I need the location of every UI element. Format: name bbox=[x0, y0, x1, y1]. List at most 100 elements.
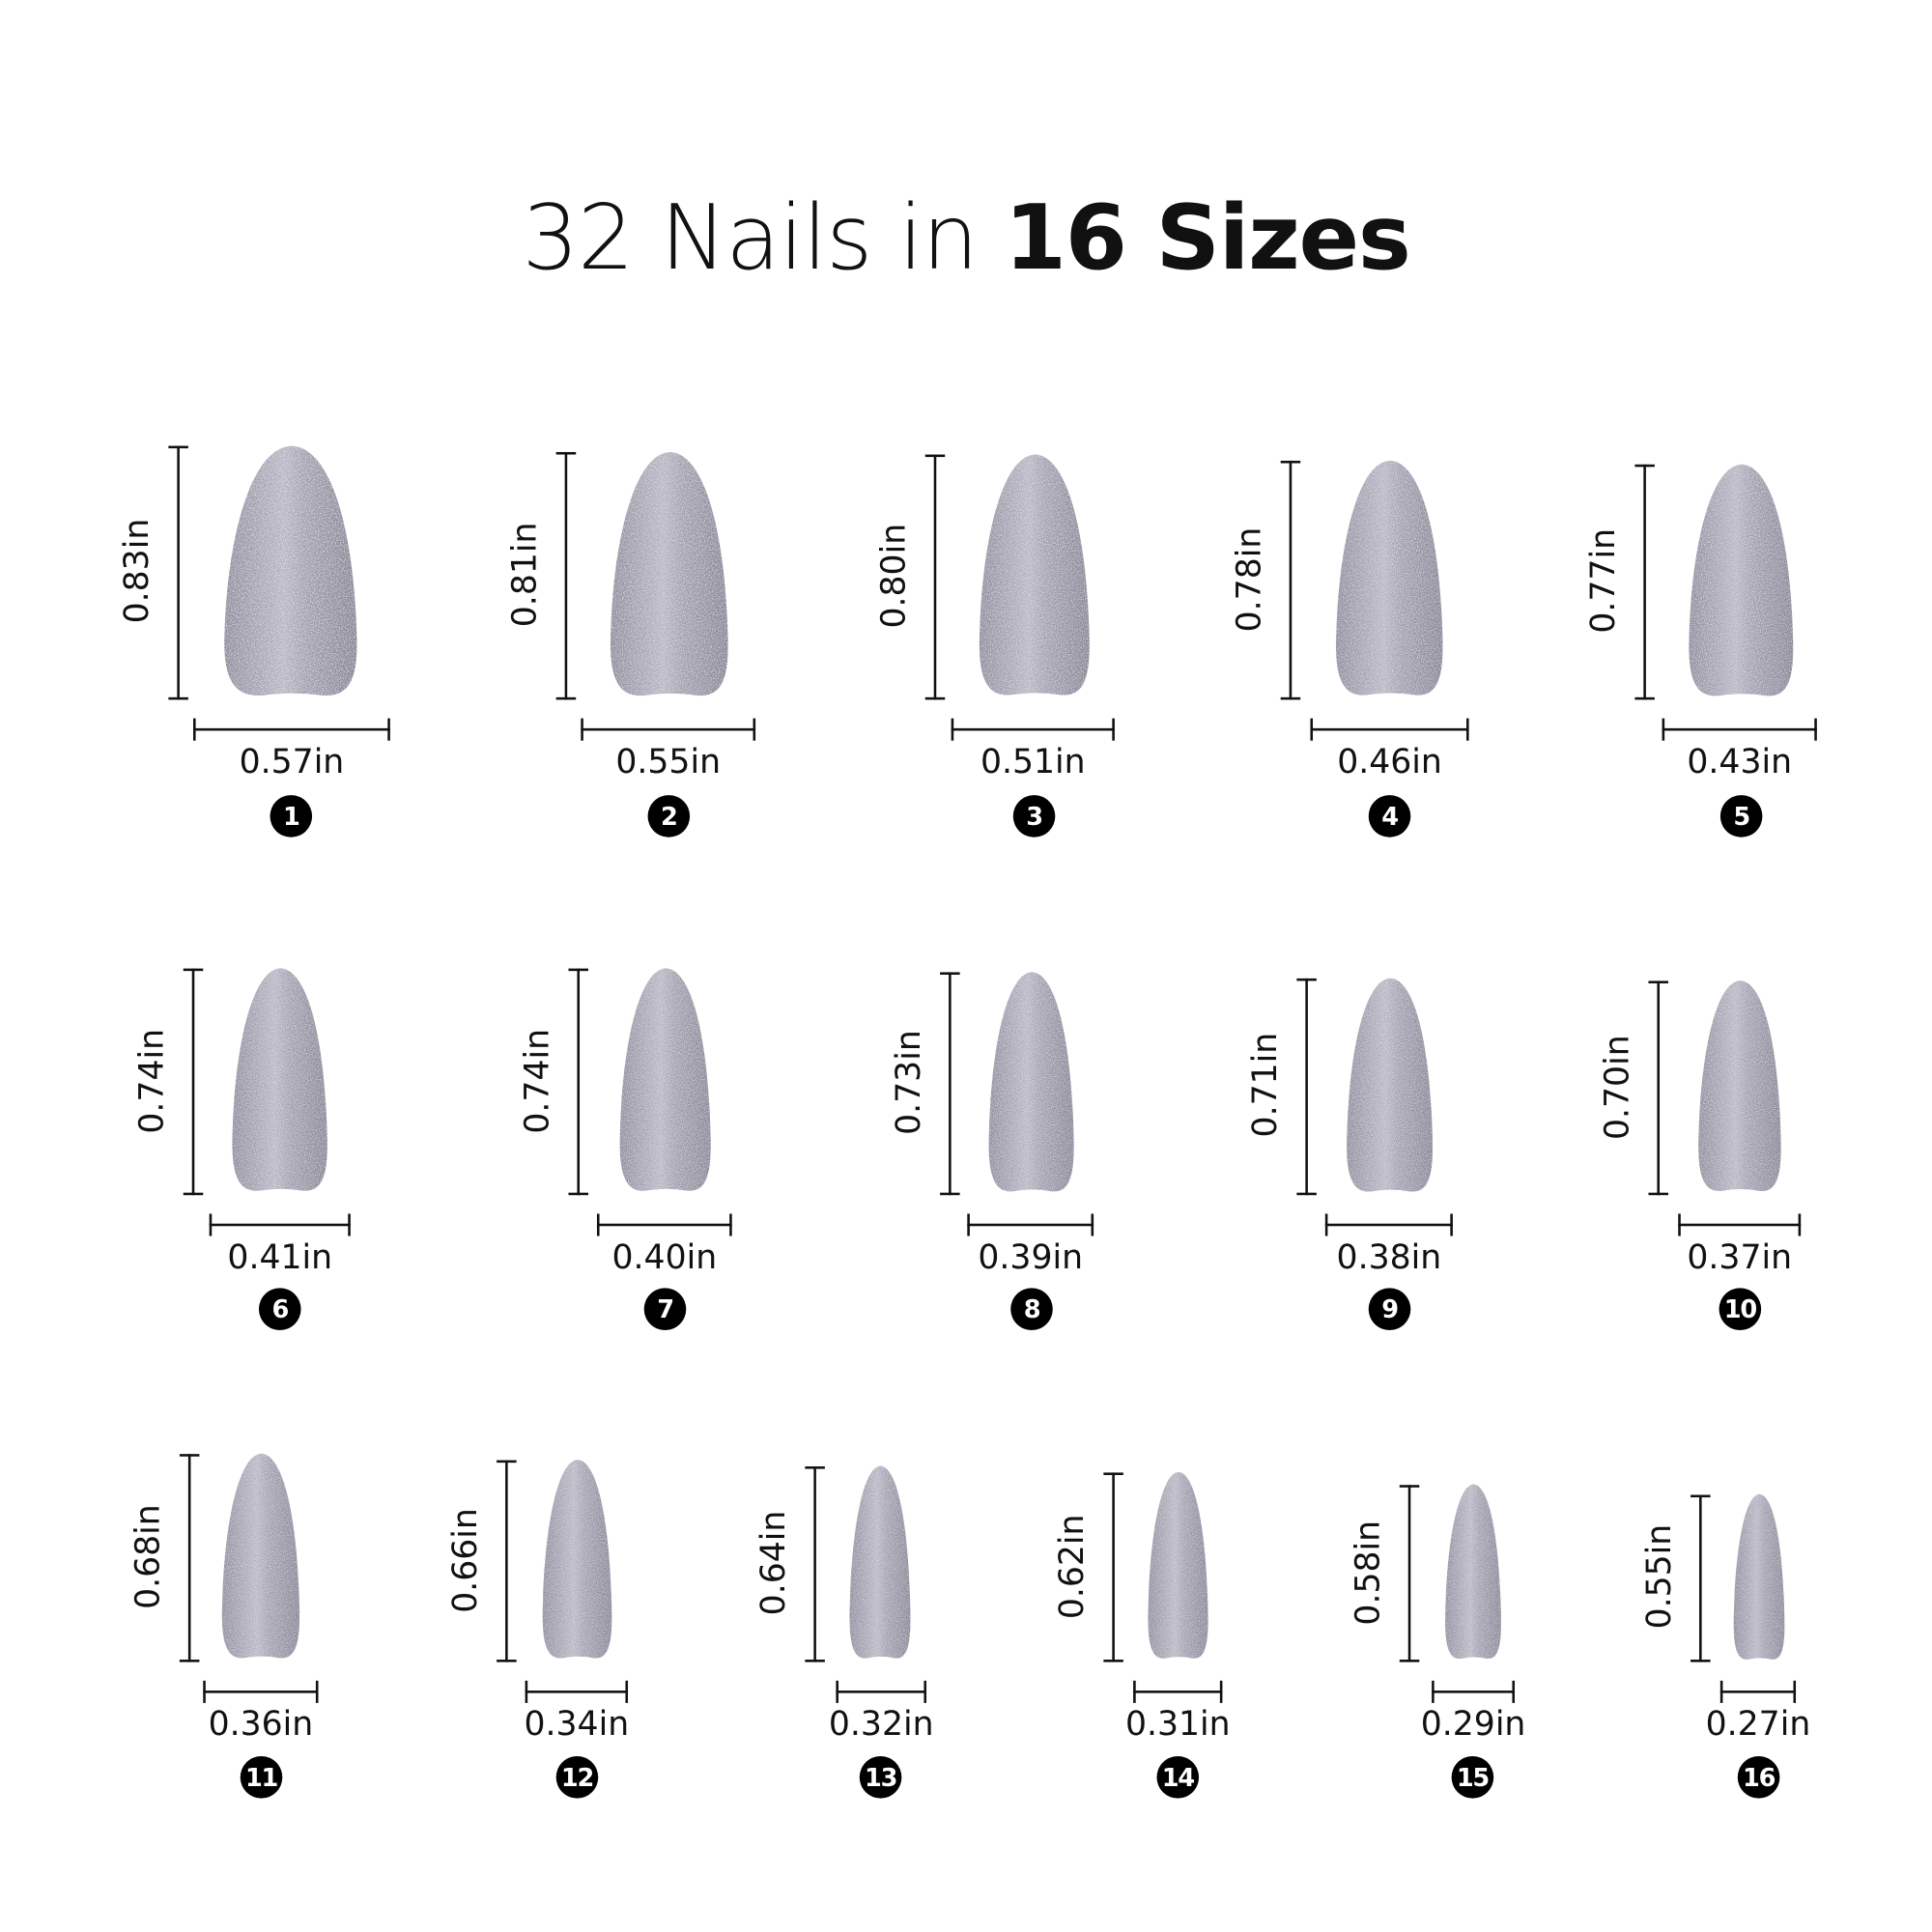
height-dimension-line bbox=[555, 451, 577, 700]
nail-8 bbox=[988, 971, 1074, 1191]
width-label: 0.31in bbox=[1124, 1705, 1231, 1745]
size-number-badge: 10 bbox=[1719, 1288, 1762, 1330]
height-label: 0.55in bbox=[1640, 1524, 1679, 1630]
height-label: 0.83in bbox=[118, 519, 157, 624]
nail-shape bbox=[850, 1465, 912, 1659]
width-label: 0.34in bbox=[524, 1705, 630, 1745]
height-dimension-line bbox=[179, 1454, 200, 1662]
height-dimension-line bbox=[168, 444, 188, 700]
size-number-badge: 12 bbox=[555, 1756, 599, 1799]
nail-shape bbox=[1444, 1484, 1501, 1660]
nail-6 bbox=[232, 968, 327, 1191]
width-dimension-line bbox=[951, 718, 1115, 741]
width-label: 0.36in bbox=[208, 1705, 314, 1745]
nail-shape bbox=[619, 968, 711, 1191]
height-label: 0.74in bbox=[132, 1028, 172, 1133]
width-dimension-line bbox=[836, 1680, 927, 1703]
width-dimension-line bbox=[203, 1680, 319, 1703]
nail-12 bbox=[542, 1460, 612, 1659]
width-dimension-line bbox=[1432, 1680, 1516, 1703]
height-label: 0.81in bbox=[505, 522, 545, 627]
height-label: 0.58in bbox=[1349, 1520, 1388, 1625]
width-dimension-line bbox=[967, 1213, 1094, 1236]
nail-shape bbox=[610, 451, 728, 696]
nail-13 bbox=[850, 1465, 912, 1659]
height-label: 0.70in bbox=[1598, 1034, 1637, 1140]
width-dimension-line bbox=[581, 718, 756, 741]
height-dimension-line bbox=[805, 1466, 825, 1662]
width-label: 0.46in bbox=[1337, 743, 1442, 782]
width-label: 0.27in bbox=[1705, 1705, 1811, 1745]
height-label: 0.74in bbox=[518, 1028, 557, 1133]
width-dimension-line bbox=[209, 1213, 351, 1236]
size-number-badge: 4 bbox=[1368, 795, 1411, 838]
width-dimension-line bbox=[1133, 1680, 1223, 1703]
nail-10 bbox=[1698, 980, 1782, 1191]
width-label: 0.55in bbox=[615, 743, 722, 782]
height-dimension-line bbox=[1399, 1485, 1420, 1662]
nail-9 bbox=[1347, 977, 1433, 1191]
nail-11 bbox=[222, 1453, 300, 1659]
size-number-badge: 1 bbox=[270, 795, 313, 838]
height-label: 0.73in bbox=[890, 1029, 928, 1135]
width-label: 0.41in bbox=[227, 1238, 333, 1277]
size-number-badge: 7 bbox=[643, 1288, 687, 1330]
nail-shape bbox=[988, 971, 1074, 1191]
height-dimension-line bbox=[1296, 978, 1317, 1196]
size-number-badge: 15 bbox=[1451, 1756, 1494, 1799]
width-dimension-line bbox=[1678, 1213, 1802, 1236]
size-number-badge: 11 bbox=[240, 1756, 283, 1799]
height-dimension-line bbox=[1648, 980, 1668, 1196]
height-label: 0.78in bbox=[1230, 526, 1269, 632]
size-number-badge: 5 bbox=[1719, 795, 1763, 838]
width-dimension-line bbox=[525, 1680, 629, 1703]
nail-shape bbox=[1148, 1471, 1208, 1659]
height-label: 0.62in bbox=[1053, 1513, 1093, 1619]
width-label: 0.37in bbox=[1687, 1238, 1793, 1277]
title-prefix: 32 Nails in bbox=[522, 185, 1005, 291]
page-title: 32 Nails in 16 Sizes bbox=[0, 185, 1932, 290]
size-number-badge: 2 bbox=[647, 795, 691, 838]
nail-shape bbox=[1733, 1493, 1784, 1660]
nail-7 bbox=[619, 968, 711, 1191]
width-label: 0.57in bbox=[239, 743, 345, 782]
width-dimension-line bbox=[1719, 1680, 1797, 1703]
nail-shape bbox=[222, 1453, 300, 1659]
nail-14 bbox=[1148, 1471, 1208, 1659]
nail-shape bbox=[224, 445, 357, 696]
height-dimension-line bbox=[1280, 460, 1301, 700]
size-number-badge: 13 bbox=[859, 1756, 902, 1799]
height-label: 0.68in bbox=[128, 1504, 168, 1609]
nail-16 bbox=[1733, 1493, 1784, 1660]
height-dimension-line bbox=[1103, 1472, 1123, 1662]
width-label: 0.29in bbox=[1420, 1705, 1526, 1745]
title-bold: 16 Sizes bbox=[1004, 185, 1411, 291]
nail-4 bbox=[1336, 460, 1443, 696]
nail-shape bbox=[1336, 460, 1443, 696]
height-dimension-line bbox=[1634, 464, 1655, 700]
nail-shape bbox=[979, 454, 1090, 696]
height-dimension-line bbox=[940, 971, 960, 1196]
nail-1 bbox=[224, 445, 357, 696]
nail-shape bbox=[542, 1460, 612, 1659]
nail-15 bbox=[1444, 1484, 1501, 1660]
height-dimension-line bbox=[497, 1460, 517, 1662]
nail-shape bbox=[232, 968, 327, 1191]
width-label: 0.38in bbox=[1336, 1238, 1442, 1277]
size-number-badge: 14 bbox=[1156, 1756, 1200, 1799]
height-dimension-line bbox=[568, 968, 588, 1196]
nail-shape bbox=[1698, 980, 1782, 1191]
size-number-badge: 3 bbox=[1012, 795, 1056, 838]
width-dimension-line bbox=[193, 718, 390, 741]
nail-5 bbox=[1689, 464, 1794, 696]
width-label: 0.39in bbox=[978, 1238, 1084, 1277]
width-dimension-line bbox=[1324, 1213, 1453, 1236]
height-dimension-line bbox=[183, 968, 204, 1196]
height-label: 0.71in bbox=[1246, 1033, 1286, 1138]
width-dimension-line bbox=[1662, 718, 1817, 741]
width-label: 0.32in bbox=[828, 1705, 934, 1745]
nail-3 bbox=[979, 454, 1090, 696]
height-label: 0.64in bbox=[754, 1510, 794, 1616]
nail-shape bbox=[1689, 464, 1794, 696]
